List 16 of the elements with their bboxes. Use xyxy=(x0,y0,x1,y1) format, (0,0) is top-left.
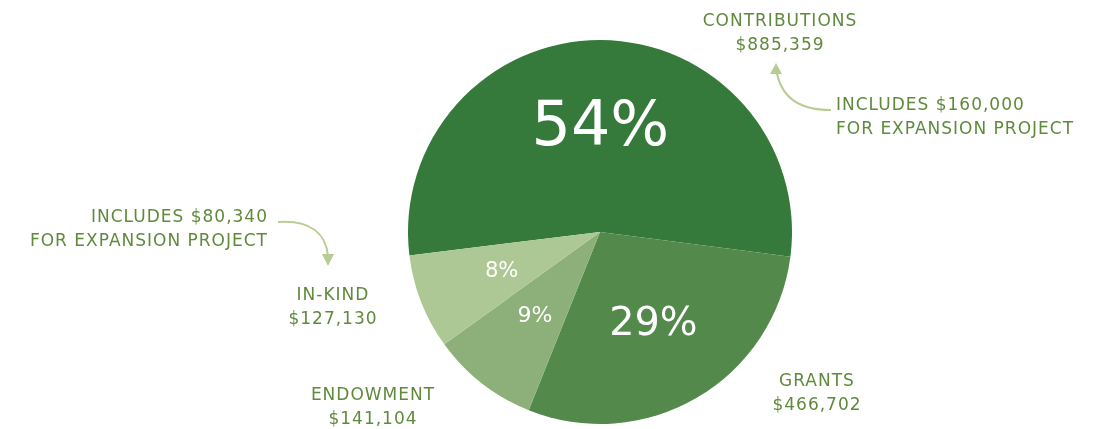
text: $885,359 xyxy=(735,34,825,54)
pie-slice xyxy=(444,232,600,411)
text: INCLUDES $80,340 FOR EXPANSION PROJECT xyxy=(29,206,268,250)
data-label: 54% xyxy=(531,87,670,161)
text: $466,702 xyxy=(772,394,862,414)
legend-label: IN-KIND xyxy=(296,284,370,304)
data-label: 29% xyxy=(609,298,698,345)
data-label: 8% xyxy=(484,256,519,282)
slice-label: ENDOWMENT xyxy=(310,384,436,404)
slice-label: GRANTS xyxy=(779,370,855,390)
slice-label: CONTRIBUTIONS xyxy=(702,10,858,30)
text: INCLUDES $160,000 FOR EXPANSION PROJECT xyxy=(836,94,1075,138)
data-label: 9% xyxy=(517,302,553,328)
pie-slice xyxy=(409,232,600,345)
text: $141,104 xyxy=(328,408,418,428)
text: $127,130 xyxy=(288,308,378,328)
